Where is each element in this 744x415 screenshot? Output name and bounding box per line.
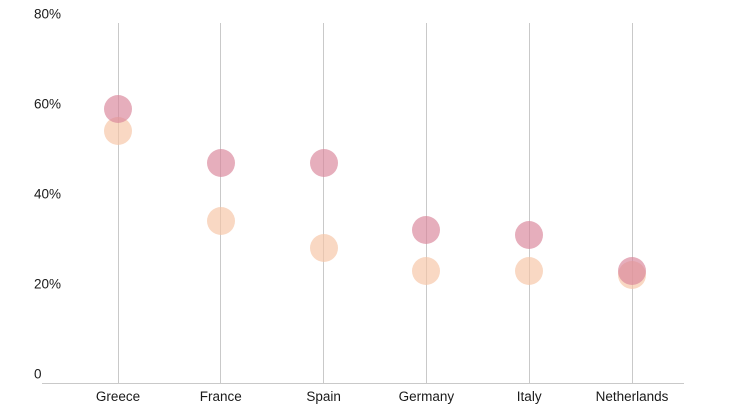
gridline-france: [220, 23, 222, 383]
gridline-germany: [425, 23, 427, 383]
y-tick-label: 20%: [34, 276, 62, 292]
y-tick-label: 60%: [34, 96, 62, 112]
data-point-series-pink-germany: [412, 216, 441, 244]
x-axis-line: [42, 383, 684, 384]
gridline-greece: [117, 23, 119, 383]
x-category-label-italy: Italy: [516, 389, 542, 404]
y-tick-label: 80%: [34, 6, 62, 22]
gridline-spain: [323, 23, 325, 383]
x-category-label-france: France: [199, 389, 242, 404]
data-point-series-peach-spain: [309, 234, 338, 262]
data-point-series-pink-greece: [104, 94, 132, 123]
data-point-series-peach-france: [206, 207, 235, 235]
data-point-series-pink-france: [206, 148, 235, 177]
gridline-italy: [528, 23, 530, 383]
data-point-series-peach-germany: [412, 256, 441, 285]
data-point-series-peach-italy: [515, 256, 544, 285]
x-category-label-spain: Spain: [306, 389, 341, 404]
x-category-label-germany: Germany: [398, 389, 455, 404]
x-category-label-greece: Greece: [95, 389, 141, 404]
y-tick-label: 0: [34, 366, 42, 382]
data-point-series-pink-netherlands: [618, 256, 646, 285]
y-tick-label: 40%: [34, 186, 62, 202]
x-category-label-netherlands: Netherlands: [595, 389, 669, 404]
data-point-series-pink-italy: [515, 220, 544, 249]
data-point-series-pink-spain: [309, 148, 338, 177]
gridline-netherlands: [631, 23, 633, 383]
